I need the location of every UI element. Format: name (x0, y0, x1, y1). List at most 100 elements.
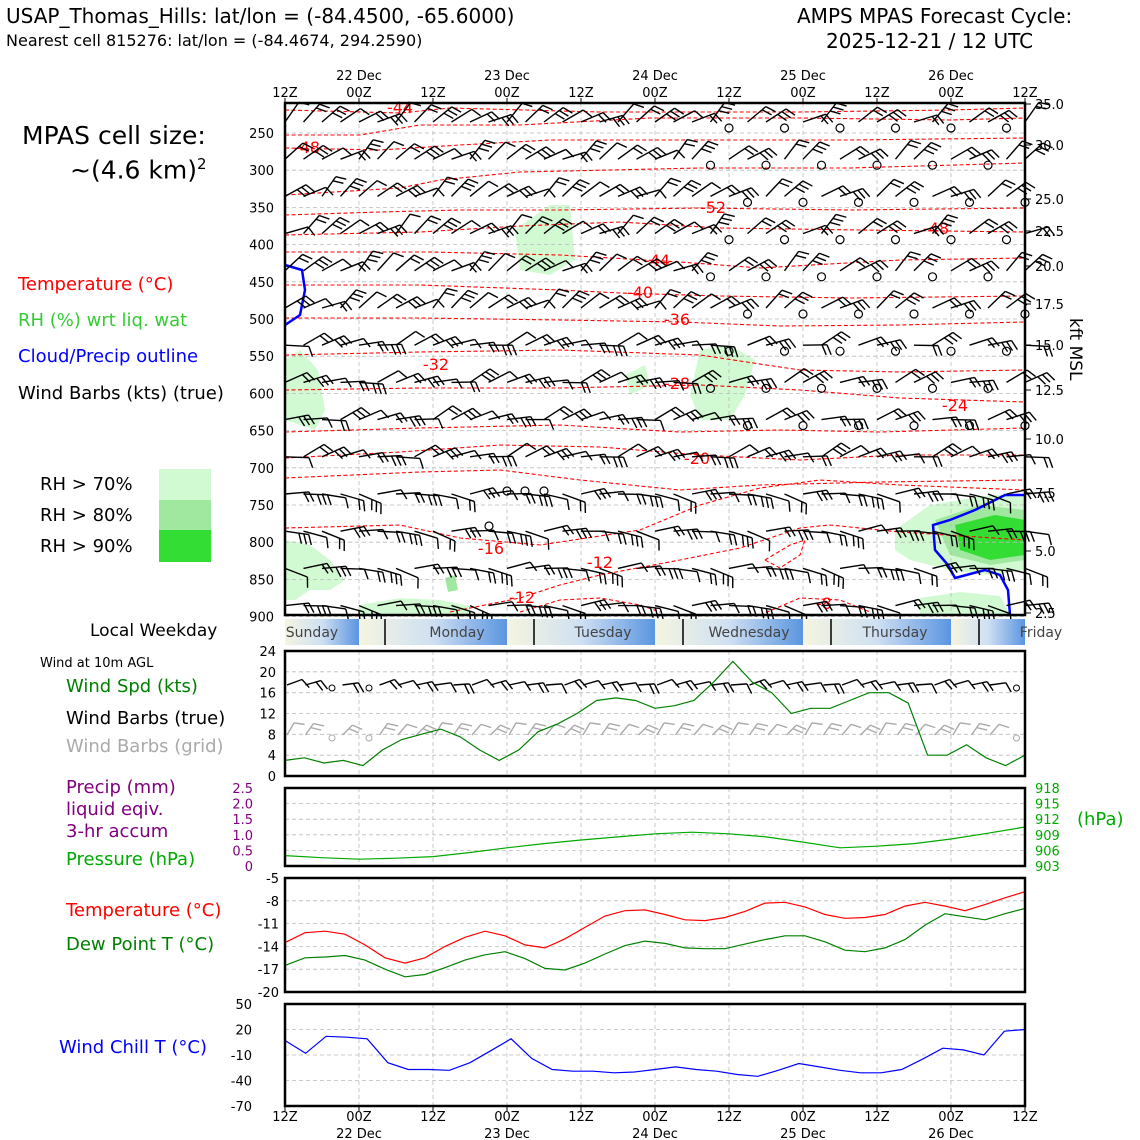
upper-wind-barb (969, 448, 993, 458)
calm-wind-marker (1001, 123, 1012, 133)
upper-wind-barb (760, 496, 765, 508)
upper-wind-barb (770, 498, 775, 509)
upper-wind-barb (358, 110, 381, 123)
upper-wind-barb (992, 379, 999, 391)
temperature-contour (285, 251, 1026, 269)
upper-wind-barb (622, 533, 627, 545)
upper-wind-barb (1024, 253, 1044, 272)
height-level-label: 7.5 (1035, 487, 1056, 502)
upper-wind-barb (395, 184, 418, 198)
upper-wind-barb (353, 528, 361, 538)
pressure-level-label: 350 (249, 201, 274, 216)
surface-grid-wind-barb (989, 723, 1000, 736)
upper-wind-barb (284, 142, 304, 160)
surface-grid-wind-barb (286, 722, 295, 736)
upper-wind-barb (807, 452, 815, 463)
upper-wind-barb (580, 382, 586, 394)
upper-wind-barb (336, 108, 347, 116)
upper-wind-barb (955, 416, 963, 427)
surface-grid-wind-barb (535, 722, 547, 727)
upper-wind-barb (395, 530, 420, 537)
upper-wind-barb (797, 530, 804, 541)
windchill-tick: -70 (231, 1100, 252, 1115)
upper-wind-barb (542, 215, 553, 222)
surface-grid-wind-barb (609, 722, 621, 727)
upper-wind-barb (858, 217, 878, 235)
upper-wind-barb (545, 257, 555, 266)
upper-wind-barb (788, 449, 797, 460)
bottom-time-tick-label: 00Z (938, 1110, 964, 1125)
upper-wind-barb (447, 176, 459, 181)
upper-wind-barb (572, 297, 583, 303)
upper-wind-barb (632, 258, 643, 266)
upper-wind-barb (579, 179, 590, 185)
upper-wind-barb (815, 256, 827, 262)
upper-wind-barb (636, 494, 642, 505)
upper-wind-barb (425, 262, 436, 270)
upper-wind-barb (862, 188, 871, 198)
calm-wind-marker (705, 383, 716, 393)
upper-wind-barb (913, 292, 924, 299)
upper-wind-barb (654, 105, 665, 112)
legend-dewpoint: Dew Point T (°C) (66, 934, 215, 955)
upper-wind-barb (823, 370, 833, 379)
calm-wind-marker (539, 486, 549, 496)
bottom-time-tick-label: 12Z (716, 1110, 742, 1125)
weekday-segment (655, 619, 803, 645)
surface-grid-wind-barb (638, 724, 649, 736)
upper-wind-barb (892, 111, 903, 120)
calm-wind-marker (816, 160, 827, 170)
upper-wind-barb (691, 343, 717, 346)
upper-wind-barb (488, 183, 510, 197)
upper-wind-barb (303, 256, 324, 272)
surface-grid-wind-barb (979, 722, 991, 727)
upper-wind-barb (906, 298, 917, 306)
upper-wind-barb (873, 109, 884, 117)
upper-wind-barb (826, 601, 833, 611)
legend-precip-liquid: liquid eqiv. (66, 799, 164, 820)
surface-wind-barb (315, 681, 324, 691)
surface-grid-wind-barb (574, 724, 585, 730)
upper-wind-barb (673, 493, 697, 504)
upper-wind-barb (783, 139, 800, 160)
upper-wind-barb (471, 108, 481, 117)
upper-wind-barb (453, 259, 463, 268)
upper-wind-barb (598, 572, 602, 584)
surface-grid-wind-barb (866, 727, 878, 734)
upper-wind-barb (488, 294, 510, 309)
upper-wind-barb (414, 493, 439, 497)
upper-wind-barb (358, 409, 382, 421)
upper-wind-barb (876, 178, 895, 197)
bottom-time-tick-label: 12Z (1012, 1110, 1038, 1125)
upper-wind-barb (691, 567, 716, 576)
upper-wind-barb (768, 147, 778, 156)
rh80-area (445, 575, 458, 592)
surface-grid-wind-barb (458, 726, 470, 731)
upper-wind-barb (770, 378, 778, 389)
upper-wind-barb (450, 289, 469, 309)
upper-wind-barb (478, 258, 490, 264)
pressure-level-label: 550 (249, 350, 274, 365)
rh70-area (285, 540, 345, 600)
surface-wind-barb (675, 679, 692, 686)
surface-wind-barb (767, 679, 784, 686)
upper-wind-barb (506, 115, 515, 125)
upper-wind-barb (616, 142, 628, 149)
upper-wind-barb (412, 298, 422, 307)
upper-wind-barb (318, 259, 329, 266)
upper-wind-barb (876, 220, 898, 235)
upper-wind-barb (1021, 184, 1032, 192)
upper-wind-barb (506, 143, 527, 160)
forecast-title: AMPS MPAS Forecast Cycle: (797, 4, 1073, 28)
upper-wind-barb (691, 112, 715, 123)
upper-wind-barb (999, 114, 1010, 123)
upper-wind-barb (969, 337, 993, 346)
upper-wind-barb (488, 342, 495, 353)
upper-wind-barb (948, 445, 958, 454)
temperature-contour (285, 117, 1026, 136)
upper-wind-barb (501, 228, 510, 238)
calm-wind-marker (484, 521, 494, 531)
upper-wind-barb (789, 526, 796, 537)
upper-wind-barb (937, 601, 944, 612)
upper-wind-barb (1035, 149, 1046, 156)
